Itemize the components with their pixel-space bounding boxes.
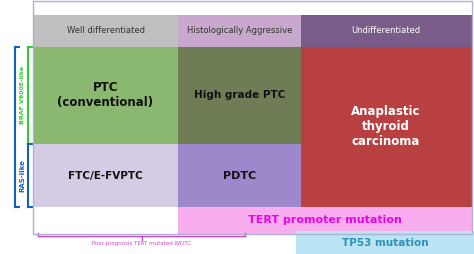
Text: BRAF V600E-like: BRAF V600E-like — [20, 66, 25, 124]
Text: TERT promoter mutation: TERT promoter mutation — [248, 215, 401, 225]
Text: Undifferentiated: Undifferentiated — [352, 26, 421, 35]
Bar — [301, 15, 472, 46]
Bar — [33, 15, 178, 46]
Text: PDTC: PDTC — [223, 171, 256, 181]
Text: TP53 mutation: TP53 mutation — [342, 238, 428, 248]
Text: Well differentiated: Well differentiated — [66, 26, 145, 35]
Text: Anaplastic
thyroid
carcinoma: Anaplastic thyroid carcinoma — [351, 105, 421, 148]
Bar — [178, 15, 301, 46]
Bar — [33, 144, 178, 207]
Text: High grade PTC: High grade PTC — [193, 90, 285, 100]
Text: Histologically Aggressive: Histologically Aggressive — [187, 26, 292, 35]
Bar — [178, 207, 472, 234]
Bar — [296, 231, 474, 254]
Bar — [178, 144, 301, 207]
Text: PTC
(conventional): PTC (conventional) — [57, 81, 154, 109]
Text: FTC/E-FVPTC: FTC/E-FVPTC — [68, 171, 143, 181]
Text: RAS-like: RAS-like — [20, 159, 26, 192]
Bar — [33, 46, 178, 144]
Text: Poor prognosis TERT mutated WDTC: Poor prognosis TERT mutated WDTC — [92, 241, 191, 246]
Bar — [178, 46, 301, 144]
Bar — [301, 46, 472, 207]
